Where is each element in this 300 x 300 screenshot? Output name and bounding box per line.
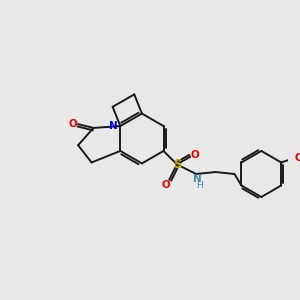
Text: O: O xyxy=(191,150,200,160)
Text: O: O xyxy=(68,119,77,129)
Text: N: N xyxy=(109,121,118,131)
Text: N: N xyxy=(193,174,201,184)
Text: O: O xyxy=(294,153,300,163)
Text: S: S xyxy=(173,158,181,171)
Text: O: O xyxy=(161,181,170,190)
Text: H: H xyxy=(196,181,203,190)
